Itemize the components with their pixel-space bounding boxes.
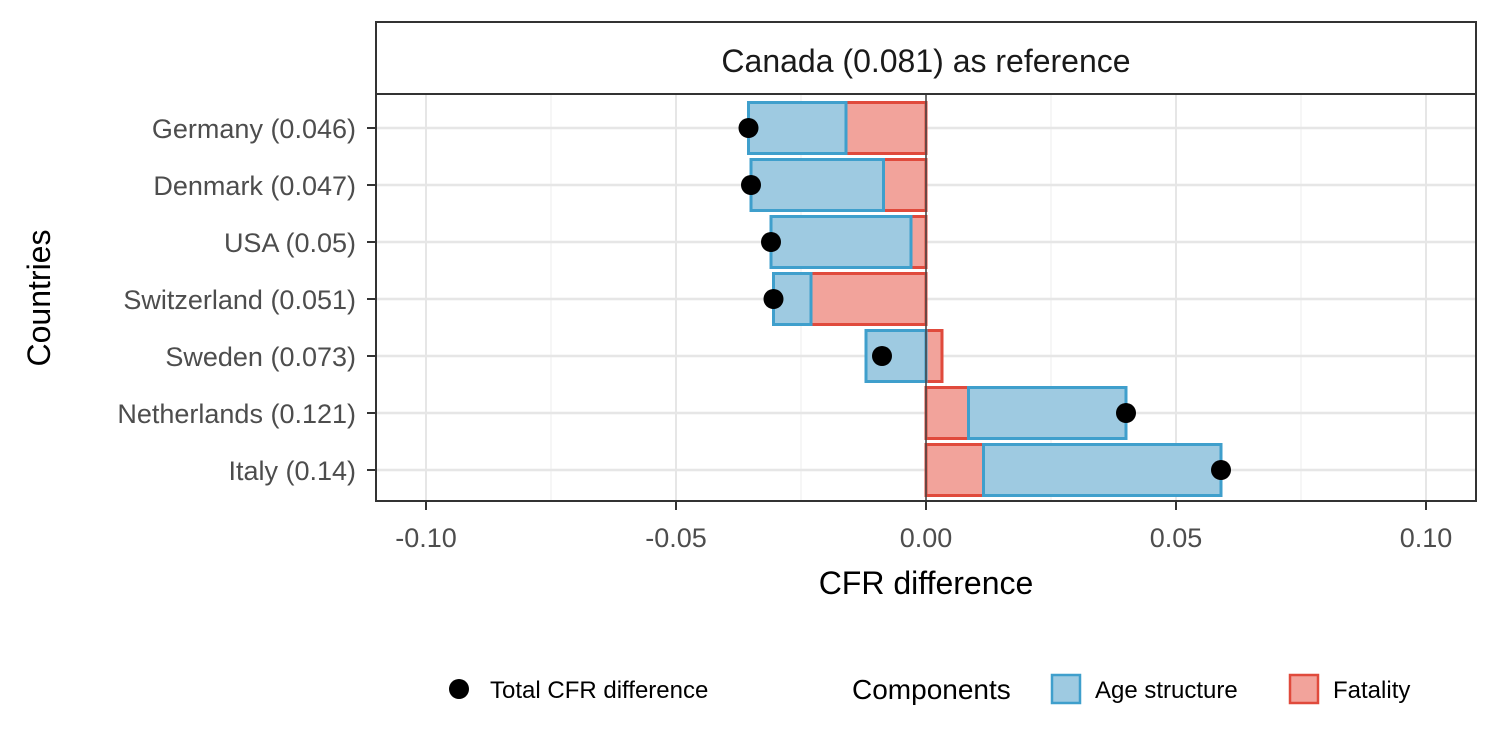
y-tick-label: Germany (0.046) [152, 114, 356, 144]
total-point [763, 289, 784, 309]
total-point [1116, 403, 1136, 423]
y-tick-label: Switzerland (0.051) [123, 285, 356, 315]
bar-age-structure [967, 386, 1128, 440]
legend-fatality-label: Fatality [1333, 677, 1410, 704]
x-axis: -0.10 -0.05 0.00 0.05 0.10 [395, 501, 1452, 553]
bar-fatality [909, 215, 928, 269]
facet-title: Canada (0.081) as reference [721, 43, 1130, 79]
bar-age-structure [982, 443, 1223, 497]
x-axis-title: CFR difference [819, 565, 1034, 601]
x-tick-label: -0.05 [645, 523, 707, 553]
bar-fatality [844, 101, 928, 155]
total-point [738, 118, 759, 138]
y-tick-label: Italy (0.14) [228, 456, 356, 486]
bars-layer [747, 101, 1223, 497]
legend: Total CFR difference Components Age stru… [449, 673, 1410, 705]
y-tick-label: Netherlands (0.121) [117, 399, 356, 429]
bar-fatality [924, 329, 944, 383]
total-point [872, 346, 892, 366]
bar-age-structure [747, 101, 848, 155]
legend-age-structure-label: Age structure [1095, 677, 1238, 704]
x-tick-label: -0.10 [395, 523, 457, 553]
bar-fatality [882, 158, 928, 212]
x-tick-label: 0.05 [1150, 523, 1203, 553]
y-tick-label: USA (0.05) [224, 228, 356, 258]
y-tick-label: Denmark (0.047) [153, 171, 356, 201]
y-tick-label: Sweden (0.073) [165, 342, 356, 372]
bar-age-structure [769, 215, 913, 269]
total-point [761, 232, 781, 252]
total-point [1211, 460, 1231, 480]
x-tick-label: 0.10 [1400, 523, 1453, 553]
bar-fatality [809, 272, 928, 326]
facet-strip [375, 21, 1477, 95]
legend-age-structure-key [1050, 673, 1082, 705]
legend-total-marker [449, 679, 469, 699]
bar-age-structure [749, 158, 885, 212]
bar-fatality [924, 386, 970, 440]
legend-total-label: Total CFR difference [490, 677, 708, 704]
x-tick-label: 0.00 [900, 523, 953, 553]
y-axis: Germany (0.046) Denmark (0.047) USA (0.05)… [117, 114, 376, 486]
legend-components-title: Components [852, 674, 1011, 705]
legend-fatality-key [1288, 673, 1320, 705]
y-axis-title: Countries [21, 230, 57, 367]
bar-fatality [924, 443, 985, 497]
points-layer [738, 118, 1231, 480]
total-point [741, 175, 761, 195]
